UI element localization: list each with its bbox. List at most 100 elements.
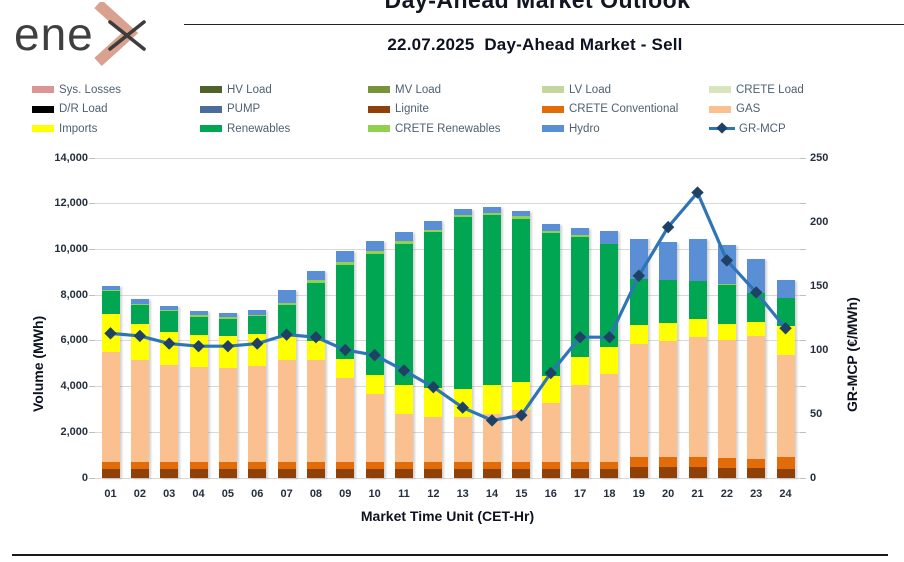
legend-item-gr-mcp: GR-MCP — [709, 122, 786, 135]
gr-mcp-marker-icon — [163, 337, 176, 350]
x-axis-tick-label: 12 — [427, 488, 440, 500]
stacked-bar-hour-24 — [776, 280, 795, 478]
bar-segment-gas — [747, 336, 766, 459]
left-axis-tick-label: 6,000 — [60, 334, 88, 347]
x-axis-tick-label: 09 — [339, 488, 352, 500]
bar-segment-renewables — [512, 218, 531, 383]
bar-segment-crete-conventional — [717, 457, 736, 468]
gr-mcp-marker-icon — [339, 343, 352, 357]
x-axis-title: Market Time Unit (CET-Hr) — [360, 508, 535, 524]
bar-segment-crete-renewables — [453, 215, 472, 218]
legend-swatch-icon — [709, 105, 731, 113]
bar-segment-lignite — [747, 468, 766, 478]
legend-item-renewables: Renewables — [200, 122, 290, 135]
gr-mcp-marker-icon — [456, 401, 469, 414]
bar-segment-imports — [600, 347, 619, 374]
legend-label: Sys. Losses — [59, 83, 121, 96]
x-axis-tick-label: 19 — [632, 488, 645, 500]
bar-segment-gas — [277, 360, 296, 463]
bar-segment-renewables — [130, 305, 149, 324]
bar-segment-renewables — [160, 310, 179, 332]
bar-segment-renewables — [688, 280, 707, 320]
bar-segment-crete-renewables — [541, 230, 560, 234]
bar-segment-renewables — [600, 244, 619, 348]
bar-segment-crete-conventional — [629, 457, 648, 468]
x-axis-tick-label: 04 — [192, 488, 205, 500]
bar-segment-gas — [101, 352, 120, 463]
stacked-bar-hour-08 — [306, 270, 325, 478]
bar-segment-hydro — [365, 240, 384, 251]
x-axis-tick-label: 18 — [603, 488, 616, 500]
axis-tick-mark — [89, 203, 95, 205]
bar-segment-crete-renewables — [189, 314, 208, 317]
bar-segment-imports — [659, 322, 678, 341]
legend-swatch-icon — [200, 86, 222, 93]
bar-segment-gas — [600, 373, 619, 463]
x-axis-tick-label: 20 — [662, 488, 675, 500]
bar-segment-lignite — [365, 468, 384, 478]
stacked-bar-hour-18 — [600, 230, 619, 478]
bar-segment-renewables — [336, 264, 355, 359]
bar-segment-lignite — [130, 468, 149, 478]
right-axis-tick-label: 250 — [810, 151, 829, 164]
bar-segment-crete-renewables — [365, 250, 384, 254]
stacked-bar-hour-15 — [512, 211, 531, 478]
axis-tick-mark — [800, 477, 806, 479]
bar-segment-crete-renewables — [248, 314, 267, 317]
bar-segment-imports — [483, 385, 502, 415]
legend-swatch-icon — [200, 105, 222, 113]
bar-segment-crete-renewables — [160, 309, 179, 311]
legend-label: Renewables — [227, 122, 291, 135]
legend-swatch-icon — [709, 86, 731, 93]
bar-segment-gas — [453, 417, 472, 463]
gr-mcp-marker-icon — [133, 329, 147, 343]
bar-segment-renewables — [101, 291, 120, 314]
axis-tick-mark — [800, 294, 806, 296]
legend-label: GAS — [736, 103, 761, 115]
gr-mcp-marker-icon — [221, 339, 235, 353]
stacked-bar-hour-07 — [277, 290, 296, 478]
legend-swatch-icon — [32, 86, 54, 93]
bar-segment-renewables — [717, 285, 736, 324]
bar-segment-imports — [395, 384, 413, 414]
x-axis-tick-label: 11 — [398, 488, 410, 500]
legend-item-lignite: Lignite — [368, 103, 429, 116]
legend-item-imports: Imports — [32, 122, 97, 135]
axis-tick-mark — [800, 248, 806, 250]
x-axis-tick-label: 13 — [456, 488, 469, 500]
legend-label: CRETE Renewables — [395, 122, 501, 135]
bar-segment-lignite — [424, 468, 443, 478]
bar-segment-crete-renewables — [306, 280, 325, 284]
axis-tick-mark — [89, 294, 95, 296]
bar-segment-renewables — [541, 233, 560, 377]
gr-mcp-marker-icon — [632, 269, 645, 282]
gr-mcp-marker-icon — [544, 366, 557, 380]
bar-segment-lignite — [277, 468, 296, 478]
bar-segment-imports — [776, 326, 795, 356]
bar-segment-lignite — [659, 467, 678, 478]
legend-swatch-icon — [368, 125, 390, 132]
legend-label: GR-MCP — [739, 122, 786, 135]
gr-mcp-line-series — [104, 186, 792, 427]
bar-segment-crete-conventional — [189, 462, 208, 469]
stacked-bar-hour-16 — [541, 224, 560, 478]
gr-mcp-marker-icon — [779, 322, 792, 335]
bar-segment-hydro — [659, 241, 678, 281]
left-axis-tick-label: 2,000 — [60, 425, 88, 438]
bar-segment-crete-renewables — [483, 212, 502, 216]
axis-tick-mark — [89, 157, 95, 159]
x-axis-tick-label: 23 — [750, 488, 763, 500]
bar-segment-crete-conventional — [395, 462, 413, 469]
bar-segment-hydro — [453, 209, 472, 216]
bar-segment-crete-conventional — [512, 462, 531, 469]
bar-segment-lignite — [336, 468, 355, 478]
x-axis-tick-label: 07 — [280, 488, 293, 500]
bar-segment-crete-conventional — [659, 457, 678, 468]
bar-segment-crete-renewables — [395, 241, 413, 244]
legend-swatch-icon — [32, 105, 54, 113]
bar-segment-gas — [130, 360, 149, 463]
bar-segment-lignite — [512, 468, 531, 478]
legend-label: Imports — [59, 122, 98, 135]
bar-segment-imports — [424, 387, 443, 418]
bar-segment-gas — [483, 414, 502, 463]
